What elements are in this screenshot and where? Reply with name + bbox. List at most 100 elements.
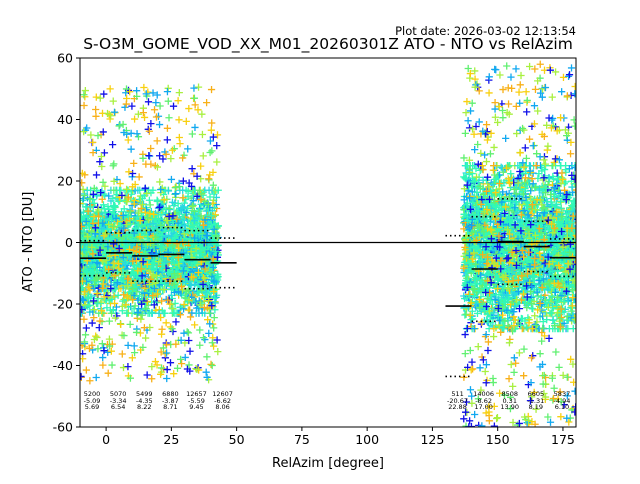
data-point-marker	[144, 98, 153, 106]
data-point-marker	[88, 319, 96, 327]
data-point-marker	[92, 93, 100, 101]
data-point-marker	[95, 324, 103, 332]
data-point-marker	[110, 259, 118, 267]
data-point-marker	[101, 229, 110, 238]
data-point-marker	[182, 117, 190, 125]
data-point-marker	[161, 350, 170, 358]
data-point-marker	[98, 162, 106, 171]
data-point-marker	[90, 184, 98, 192]
data-point-marker	[180, 329, 188, 337]
data-point-marker	[97, 188, 105, 197]
data-point-marker	[164, 296, 172, 304]
data-point-marker	[81, 331, 90, 339]
data-point-marker	[99, 128, 107, 136]
data-point-marker	[98, 340, 106, 348]
data-point-marker	[85, 222, 94, 230]
data-point-marker	[125, 245, 134, 253]
data-point-marker	[175, 183, 184, 191]
data-point-marker	[141, 208, 149, 216]
data-point-marker	[135, 209, 143, 217]
data-point-marker	[104, 348, 112, 356]
data-point-marker	[92, 112, 100, 120]
chart-title: S-O3M_GOME_VOD_XX_M01_20260301Z ATO - NT…	[83, 35, 573, 54]
data-point-marker	[121, 103, 129, 111]
data-point-marker	[102, 256, 110, 264]
data-point-marker	[81, 288, 89, 296]
data-point-marker	[89, 346, 97, 354]
data-point-marker	[123, 185, 131, 193]
data-point-marker	[157, 313, 165, 322]
data-point-marker	[110, 186, 118, 194]
data-point-marker	[80, 372, 85, 381]
data-point-marker	[127, 145, 135, 153]
data-point-marker	[203, 353, 211, 361]
data-point-marker	[98, 224, 106, 233]
data-point-marker	[91, 280, 99, 289]
data-point-marker	[80, 284, 86, 292]
data-point-marker	[172, 318, 180, 326]
data-point-marker	[96, 94, 104, 102]
data-point-marker	[150, 301, 158, 309]
data-point-marker	[110, 108, 119, 116]
data-point-marker	[90, 199, 98, 207]
data-point-marker	[167, 154, 175, 163]
data-point-marker	[184, 187, 192, 195]
data-point-marker	[199, 221, 208, 229]
data-point-marker	[210, 324, 218, 332]
data-point-marker	[116, 179, 124, 188]
data-point-marker	[209, 181, 217, 189]
data-point-marker	[131, 253, 139, 261]
data-point-marker	[140, 83, 148, 92]
data-point-marker	[161, 232, 169, 240]
data-point-marker	[118, 350, 126, 358]
data-point-marker	[139, 343, 147, 351]
data-point-marker	[97, 152, 106, 161]
data-point-marker	[135, 248, 143, 256]
data-point-marker	[109, 194, 117, 203]
data-point-marker	[164, 187, 173, 195]
data-point-marker	[194, 83, 203, 91]
data-point-marker	[140, 324, 149, 332]
data-point-marker	[104, 243, 112, 251]
data-point-marker	[162, 319, 170, 327]
data-point-marker	[95, 212, 103, 220]
data-point-marker	[149, 271, 157, 279]
data-point-marker	[100, 149, 109, 157]
data-point-marker	[106, 85, 114, 93]
data-point-marker	[213, 131, 222, 139]
data-point-marker	[150, 210, 158, 219]
data-point-marker	[186, 367, 194, 375]
data-point-marker	[181, 249, 189, 258]
data-point-marker	[197, 189, 206, 197]
data-point-marker	[101, 182, 109, 190]
data-point-marker	[132, 328, 141, 337]
data-point-marker	[104, 202, 112, 211]
data-point-marker	[184, 145, 192, 153]
data-point-marker	[110, 177, 118, 185]
data-point-marker	[207, 360, 215, 369]
data-point-marker	[187, 281, 195, 289]
data-point-marker	[123, 197, 131, 206]
data-point-marker	[208, 339, 216, 347]
data-point-marker	[80, 222, 85, 231]
data-point-marker	[87, 131, 95, 139]
data-point-marker	[142, 334, 150, 342]
data-point-marker	[173, 240, 181, 248]
data-point-marker	[175, 89, 183, 97]
data-point-marker	[153, 272, 161, 280]
data-point-marker	[89, 138, 97, 146]
data-point-marker	[150, 106, 159, 114]
data-point-marker	[88, 243, 96, 251]
data-point-marker	[213, 142, 221, 150]
data-point-marker	[92, 105, 100, 114]
scatter-points	[80, 60, 576, 427]
data-point-marker	[93, 209, 101, 217]
data-point-marker	[180, 203, 188, 211]
data-point-marker	[158, 264, 166, 272]
data-point-marker	[193, 172, 201, 180]
data-point-marker	[211, 260, 219, 268]
data-point-marker	[200, 262, 208, 270]
data-point-marker	[209, 255, 217, 263]
data-point-marker	[195, 231, 203, 239]
data-point-marker	[199, 280, 207, 289]
